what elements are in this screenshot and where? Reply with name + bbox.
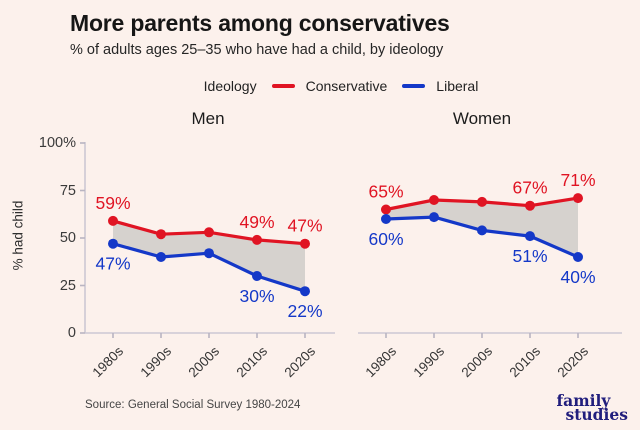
y-tick-label: 75 xyxy=(59,182,76,199)
data-point-label: 65% xyxy=(368,182,403,202)
y-tick-label: 50 xyxy=(59,230,76,246)
data-point xyxy=(300,286,310,297)
panel-title-men: Men xyxy=(191,109,225,128)
panel-title-women: Women xyxy=(452,109,512,128)
y-tick-label: 100% xyxy=(38,135,76,151)
legend-item-label-liberal: Liberal xyxy=(436,78,479,94)
page-title: More parents among conservatives xyxy=(70,10,450,36)
x-tick-label: 2010s xyxy=(233,343,270,380)
x-tick-label: 2020s xyxy=(281,343,318,380)
y-tick-label: 25 xyxy=(59,277,76,294)
men-chart: 1980s 1990s 2000s 2010s 2020s 59% 49% 47% 47% 30%… xyxy=(80,142,335,380)
data-point-label: 40% xyxy=(560,267,595,287)
data-point xyxy=(108,238,118,249)
data-point-label: 49% xyxy=(239,212,274,232)
data-point-label: 22% xyxy=(287,301,322,321)
data-point xyxy=(156,229,166,240)
data-point xyxy=(204,227,214,238)
data-point-label: 47% xyxy=(95,254,130,274)
data-point xyxy=(573,193,583,204)
logo-line-2: studies xyxy=(565,405,628,425)
data-point xyxy=(300,238,310,249)
data-point-label: 47% xyxy=(287,216,322,236)
legend-label: Ideology xyxy=(203,78,257,94)
data-point-label: 71% xyxy=(560,170,595,190)
x-tick-label: 2000s xyxy=(185,343,222,380)
liberal-line-swatch xyxy=(402,83,426,89)
x-tick-label: 1980s xyxy=(89,343,126,380)
x-tick-label: 2000s xyxy=(458,343,495,380)
data-point xyxy=(381,204,391,215)
data-point-label: 60% xyxy=(368,229,403,249)
logo-line-1: family xyxy=(556,390,611,410)
source-note: Source: General Social Survey 1980-2024 xyxy=(85,399,301,411)
data-point xyxy=(477,225,487,236)
legend: Ideology Conservative Liberal xyxy=(0,78,640,94)
data-point xyxy=(381,214,391,224)
data-point-label: 67% xyxy=(512,178,547,198)
data-point xyxy=(156,252,166,262)
data-point-label: 51% xyxy=(512,246,547,266)
data-point xyxy=(429,195,439,205)
data-point xyxy=(525,200,535,211)
y-axis-tick-labels: 100% 75 50 25 0 xyxy=(30,0,76,430)
x-tick-label: 1980s xyxy=(362,343,399,380)
x-tick-label: 2010s xyxy=(506,343,543,380)
data-point xyxy=(525,231,535,242)
conservative-line-swatch xyxy=(271,83,295,89)
data-point xyxy=(204,248,214,259)
legend-item-conservative: Conservative xyxy=(271,78,388,94)
page-subtitle: % of adults ages 25–35 who have had a ch… xyxy=(70,42,444,58)
data-point-label: 30% xyxy=(239,286,274,306)
y-axis-title: % had child xyxy=(10,200,26,271)
x-tick-label: 2020s xyxy=(554,343,591,380)
brand-logo: family studies xyxy=(556,390,628,425)
legend-item-label-conservative: Conservative xyxy=(305,78,388,94)
data-point xyxy=(477,196,487,207)
data-point-label: 59% xyxy=(95,193,130,213)
legend-item-liberal: Liberal xyxy=(402,78,478,94)
women-chart: 1980s 1990s 2000s 2010s 2020s 65% 67% 71% 60% 51%… xyxy=(358,170,622,380)
data-point xyxy=(108,215,118,226)
data-point xyxy=(252,234,262,245)
x-tick-label: 1990s xyxy=(137,343,174,380)
data-point xyxy=(573,252,583,262)
y-tick-label: 0 xyxy=(67,325,76,341)
x-tick-label: 1990s xyxy=(410,343,447,380)
data-point xyxy=(429,212,439,223)
data-point xyxy=(252,271,262,281)
